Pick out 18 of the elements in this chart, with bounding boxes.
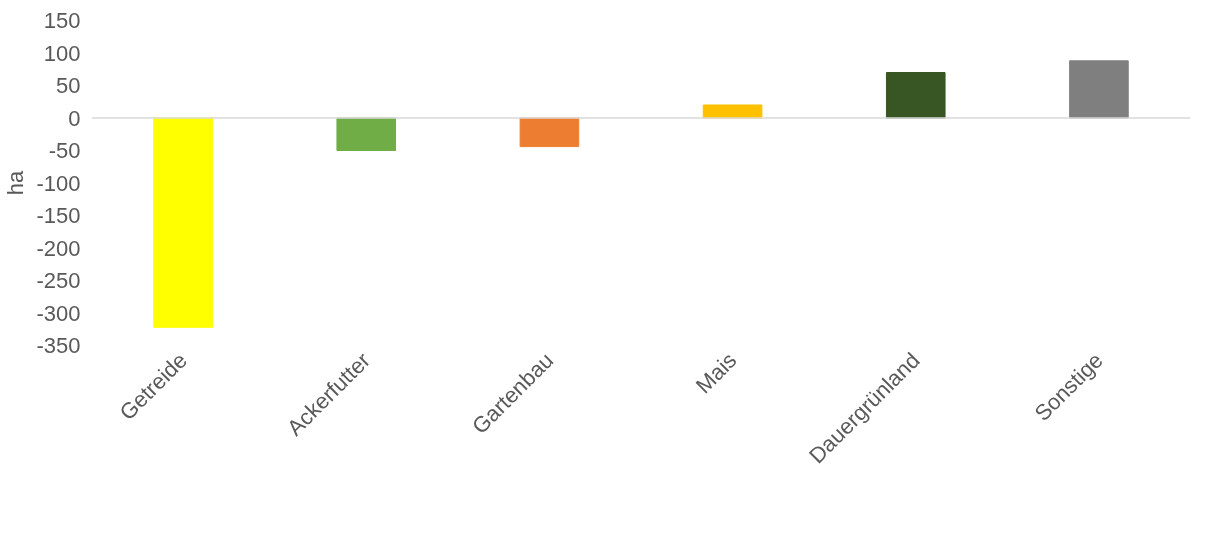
bar <box>153 117 213 328</box>
y-tick-label: 100 <box>43 40 81 66</box>
y-tick-label: -100 <box>36 170 81 196</box>
y-tick-label: 0 <box>68 105 81 131</box>
bar <box>702 104 763 119</box>
y-tick-label: -300 <box>36 300 81 326</box>
bar <box>1069 60 1129 119</box>
y-tick-label: -50 <box>48 138 81 163</box>
y-tick-label: 50 <box>56 73 81 98</box>
bar <box>519 117 580 148</box>
y-tick-label: -350 <box>36 333 81 358</box>
bar <box>336 117 397 151</box>
y-axis-title: ha <box>3 170 29 196</box>
y-tick-label: -150 <box>36 203 81 228</box>
bar <box>885 72 946 119</box>
y-tick-label: -250 <box>36 268 81 293</box>
y-tick-label: 150 <box>43 8 81 33</box>
y-tick-label: -200 <box>36 235 81 261</box>
